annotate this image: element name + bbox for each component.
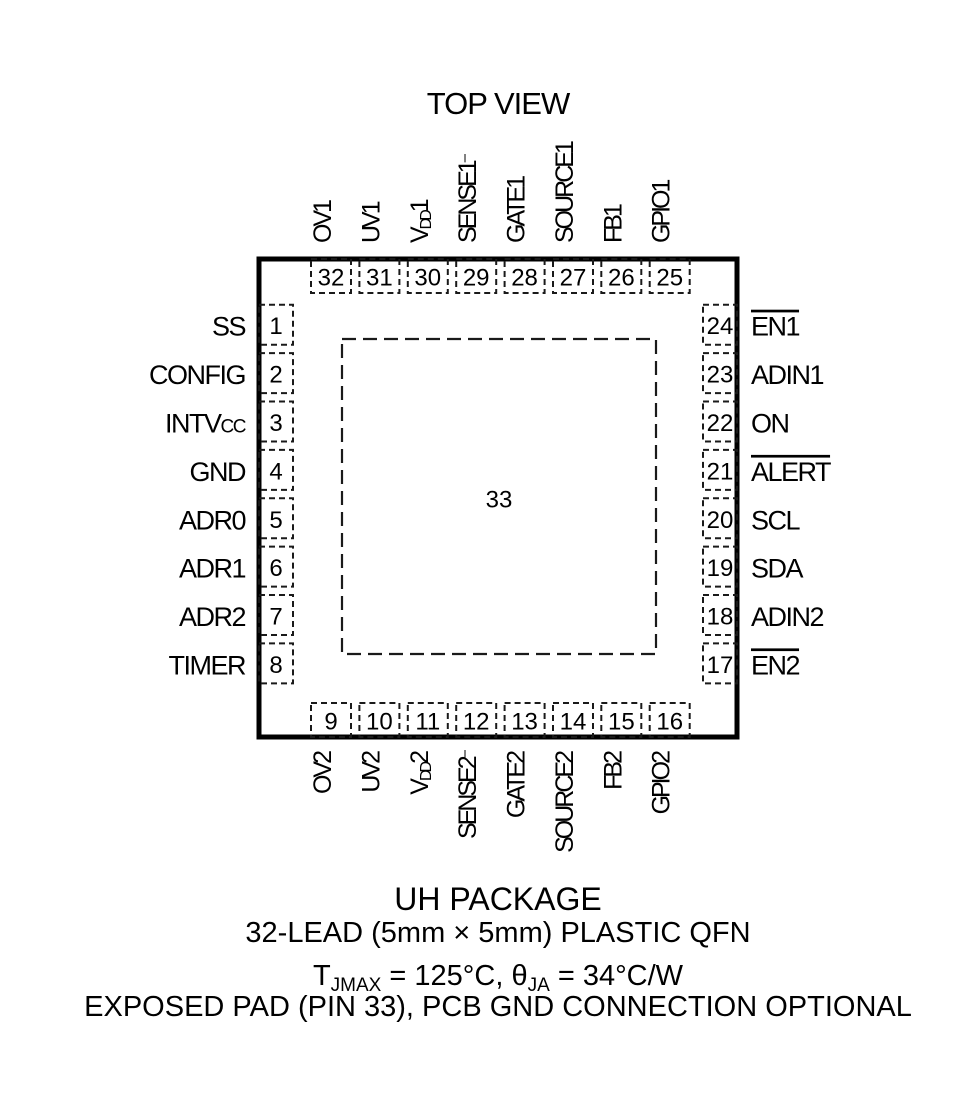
svg-text:ADIN2: ADIN2: [751, 602, 824, 632]
svg-text:30: 30: [414, 265, 441, 292]
svg-text:GND: GND: [190, 457, 247, 487]
svg-text:GPIO2: GPIO2: [648, 751, 676, 815]
svg-text:FB1: FB1: [599, 204, 627, 243]
svg-text:EN2: EN2: [751, 650, 800, 680]
svg-text:SOURCE1: SOURCE1: [551, 141, 579, 243]
svg-text:OV1: OV1: [309, 200, 337, 243]
svg-text:21: 21: [707, 458, 734, 485]
svg-text:7: 7: [269, 604, 282, 631]
svg-text:GATE2: GATE2: [503, 751, 531, 818]
svg-text:26: 26: [608, 265, 635, 292]
svg-text:VDD2: VDD2: [406, 751, 435, 795]
svg-text:CONFIG: CONFIG: [149, 360, 245, 390]
svg-text:28: 28: [511, 265, 538, 292]
svg-text:INTVCC: INTVCC: [165, 409, 246, 439]
svg-text:12: 12: [463, 709, 490, 736]
svg-text:3: 3: [269, 410, 282, 437]
svg-text:2: 2: [269, 362, 282, 389]
svg-text:29: 29: [463, 265, 490, 292]
svg-text:18: 18: [707, 604, 734, 631]
svg-text:SENSE1–: SENSE1–: [454, 153, 482, 243]
svg-text:TIMER: TIMER: [169, 650, 246, 680]
svg-text:GPIO1: GPIO1: [648, 179, 676, 243]
svg-text:10: 10: [366, 709, 393, 736]
svg-text:6: 6: [269, 555, 282, 582]
svg-text:FB2: FB2: [599, 751, 627, 790]
svg-text:SCL: SCL: [751, 505, 801, 535]
svg-text:SOURCE2: SOURCE2: [551, 751, 579, 853]
svg-text:13: 13: [511, 709, 538, 736]
svg-text:ALERT: ALERT: [751, 457, 831, 487]
svg-text:15: 15: [608, 709, 635, 736]
svg-text:ADR1: ADR1: [179, 554, 246, 584]
svg-text:1: 1: [269, 313, 282, 340]
svg-text:VDD1: VDD1: [406, 199, 435, 243]
svg-text:19: 19: [707, 555, 734, 582]
svg-text:5: 5: [269, 507, 282, 534]
svg-text:UV2: UV2: [357, 751, 385, 793]
svg-text:20: 20: [707, 507, 734, 534]
svg-text:4: 4: [269, 458, 282, 485]
svg-text:SENSE2–: SENSE2–: [454, 749, 482, 839]
svg-text:SDA: SDA: [751, 554, 804, 584]
svg-text:8: 8: [269, 652, 282, 679]
svg-text:GATE1: GATE1: [503, 176, 531, 243]
svg-text:9: 9: [324, 709, 337, 736]
svg-text:23: 23: [707, 362, 734, 389]
svg-text:22: 22: [707, 410, 734, 437]
svg-text:16: 16: [656, 709, 683, 736]
svg-text:32: 32: [318, 265, 345, 292]
svg-text:27: 27: [560, 265, 587, 292]
svg-text:UV1: UV1: [357, 201, 385, 243]
svg-text:ON: ON: [751, 409, 789, 439]
svg-text:17: 17: [707, 652, 734, 679]
svg-text:ADIN1: ADIN1: [751, 360, 824, 390]
svg-text:ADR0: ADR0: [179, 505, 246, 535]
svg-text:25: 25: [656, 265, 683, 292]
svg-text:11: 11: [415, 709, 440, 736]
svg-text:ADR2: ADR2: [179, 602, 246, 632]
svg-text:14: 14: [560, 709, 587, 736]
svg-text:33: 33: [486, 487, 513, 514]
svg-text:OV2: OV2: [309, 751, 337, 794]
svg-text:31: 31: [366, 265, 393, 292]
svg-text:24: 24: [707, 313, 734, 340]
svg-text:EN1: EN1: [751, 312, 800, 342]
svg-text:SS: SS: [212, 312, 246, 342]
